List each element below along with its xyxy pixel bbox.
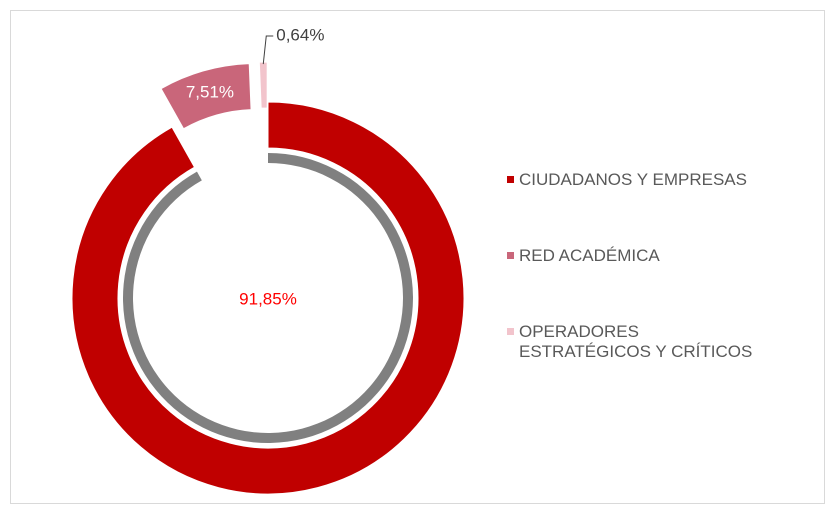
legend-swatch (507, 176, 514, 183)
slice (71, 101, 465, 495)
legend-label: RED ACADÉMICA (519, 246, 660, 265)
slice (258, 61, 268, 109)
legend-label: OPERADORES ESTRATÉGICOS Y CRÍTICOS (519, 322, 753, 361)
data-label: 7,51% (186, 83, 234, 102)
slice (160, 63, 252, 130)
legend-swatch (507, 252, 514, 259)
leader-line (262, 35, 274, 65)
data-label: 91,85% (239, 289, 297, 308)
data-label: 0,64% (276, 26, 324, 45)
legend-swatch (507, 328, 514, 335)
legend-label: CIUDADANOS Y EMPRESAS (519, 170, 747, 189)
chart-border (10, 10, 825, 504)
